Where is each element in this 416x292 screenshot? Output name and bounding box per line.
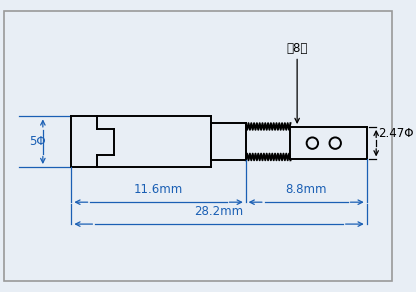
Text: 穴8ケ: 穴8ケ <box>287 41 308 55</box>
Text: 5Φ: 5Φ <box>30 135 46 148</box>
Text: 11.6mm: 11.6mm <box>134 183 183 197</box>
Text: 8.8mm: 8.8mm <box>285 183 327 197</box>
Text: 2.47Φ: 2.47Φ <box>378 127 414 140</box>
Text: 28.2mm: 28.2mm <box>194 205 244 218</box>
